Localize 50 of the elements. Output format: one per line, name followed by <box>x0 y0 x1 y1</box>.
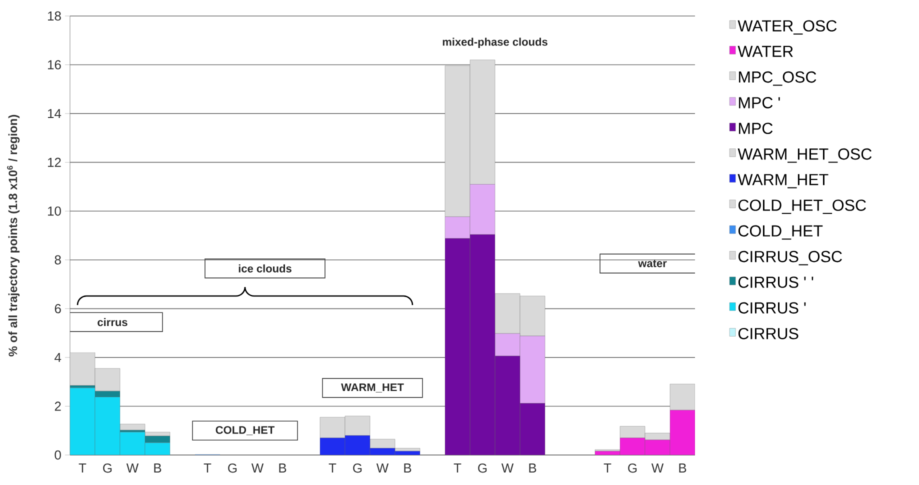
legend-label: WARM_HET <box>738 174 828 188</box>
annotation: COLD_HET <box>216 426 275 436</box>
y-tick-label: 16 <box>48 60 61 70</box>
x-tick-label: W <box>126 464 139 472</box>
legend-label: CIRRUS <box>738 328 798 340</box>
x-tick-label: W <box>376 464 389 472</box>
y-tick-label: 14 <box>48 109 62 118</box>
y-tick-label: 4 <box>54 352 62 362</box>
x-tick-label: G <box>103 464 112 473</box>
y-tick-label: 2 <box>54 402 61 411</box>
x-tick-label: B <box>404 464 412 472</box>
annotation: ice clouds <box>238 264 292 272</box>
x-tick-label: B <box>279 464 286 472</box>
annotation: water <box>638 260 667 268</box>
x-tick-label: B <box>154 464 162 472</box>
x-tick-label: W <box>651 464 664 472</box>
legend-label: MPC <box>738 122 773 134</box>
legend-label: CIRRUS_OSC <box>738 250 842 266</box>
y-tick-label: 0 <box>54 450 61 460</box>
x-tick-label: G <box>478 464 487 473</box>
y-tick-label: 6 <box>54 304 61 314</box>
annotation: cirrus <box>98 318 128 326</box>
x-tick-label: T <box>328 464 336 472</box>
x-tick-label: G <box>228 464 237 473</box>
x-tick-label: W <box>251 464 264 472</box>
x-tick-label: W <box>501 464 514 472</box>
legend-label: CIRRUS ' <box>738 302 806 314</box>
legend-label: WATER <box>738 46 793 57</box>
x-tick-label: B <box>529 464 536 472</box>
x-tick-label: T <box>454 464 462 472</box>
legend-label: WARM_HET_OSC <box>738 148 872 163</box>
legend-label: WATER_OSC <box>738 20 837 35</box>
x-tick-label: T <box>604 464 612 472</box>
y-tick-label: 18 <box>48 11 61 21</box>
legend-label: COLD_HET <box>738 225 823 240</box>
annotation: mixed-phase clouds <box>442 38 548 48</box>
y-tick-label: 12 <box>48 158 61 167</box>
x-tick-label: G <box>353 464 362 473</box>
y-tick-label: 8 <box>54 255 61 264</box>
x-tick-label: G <box>628 464 637 473</box>
x-tick-label: B <box>679 464 686 472</box>
annotation: WARM_HET <box>341 383 404 392</box>
y-tick-label: 10 <box>48 206 61 216</box>
y-axis-title: % of all trajectory points (1.8 x10$^{6}$ / region) <box>7 114 20 356</box>
legend-label: COLD_HET_OSC <box>738 200 866 214</box>
legend-label: MPC_OSC <box>738 71 816 86</box>
legend-label: MPC ' <box>738 97 780 108</box>
legend-label: CIRRUS ' ' <box>738 276 814 288</box>
x-tick-label: T <box>204 464 212 472</box>
x-tick-label: T <box>78 464 86 472</box>
